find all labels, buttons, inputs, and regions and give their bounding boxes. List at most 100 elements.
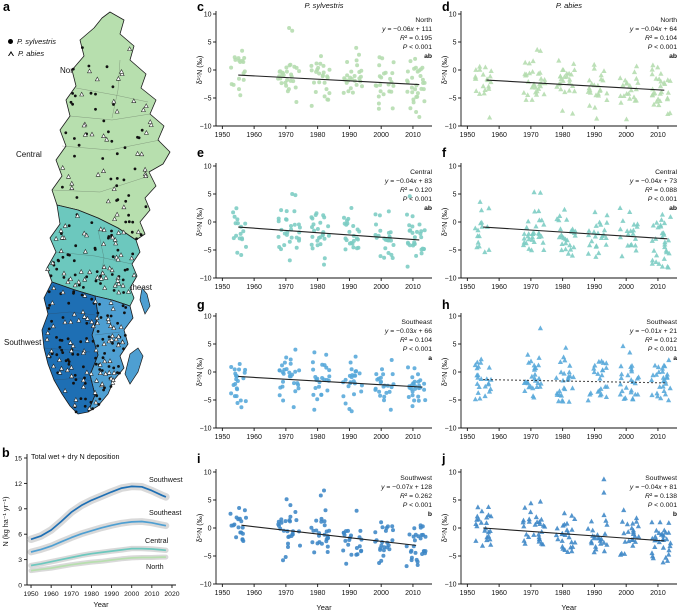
scatter-points-g: [229, 347, 428, 414]
svg-text:−10: −10: [445, 581, 457, 588]
island-1: [124, 347, 144, 385]
svg-text:12: 12: [14, 481, 22, 488]
svg-text:2000: 2000: [373, 132, 389, 139]
svg-text:0: 0: [208, 67, 212, 74]
stats-block-i: Southwest y = −0.07x + 128 R² = 0.262 P < 0…: [381, 475, 432, 518]
panel-letter-c: c: [197, 0, 204, 14]
svg-text:1970: 1970: [523, 434, 539, 440]
svg-text:2010: 2010: [405, 284, 421, 290]
axes-h: [458, 313, 677, 431]
svg-text:1990: 1990: [587, 284, 603, 290]
svg-text:1980: 1980: [555, 590, 571, 597]
svg-text:1960: 1960: [44, 591, 59, 598]
svg-text:1950: 1950: [460, 132, 476, 139]
svg-text:1990: 1990: [342, 284, 358, 290]
map-label-central: Central: [16, 150, 42, 159]
svg-text:1950: 1950: [215, 590, 231, 597]
svg-text:1960: 1960: [246, 434, 262, 440]
ylabel-g: δ¹⁵N (‰): [196, 358, 204, 387]
svg-text:1970: 1970: [64, 591, 79, 598]
ylabel-h: δ¹⁵N (‰): [441, 358, 449, 387]
deposition-chart: 0 3 6 9 12 15 1950 1960 1970 1980 1990 2000 2010 2020…: [1, 454, 180, 598]
svg-text:0: 0: [208, 369, 212, 376]
svg-text:1980: 1980: [310, 132, 326, 139]
dep-line-southeast: [30, 520, 167, 553]
svg-text:2020: 2020: [164, 591, 179, 598]
svg-text:1980: 1980: [310, 284, 326, 290]
deposition-xlabel: Year: [93, 600, 109, 609]
svg-text:10: 10: [449, 469, 457, 476]
filled-circle-icon: [8, 39, 13, 44]
svg-text:5: 5: [453, 39, 457, 46]
svg-text:1990: 1990: [342, 590, 358, 597]
column-title-abies: P. abies: [555, 1, 583, 10]
series-label-southwest: Southwest: [149, 475, 183, 484]
svg-text:2010: 2010: [405, 132, 421, 139]
svg-text:5: 5: [208, 341, 212, 348]
svg-text:1950: 1950: [215, 284, 231, 290]
svg-text:1960: 1960: [491, 434, 507, 440]
scatter-panel-i: −10 −5 0 5 10 1950 1960 1970 1980 1990 2000 2010 δ¹⁵…: [196, 469, 432, 612]
regression-line-e: [238, 226, 420, 241]
svg-text:−5: −5: [449, 247, 457, 254]
svg-text:2000: 2000: [124, 591, 139, 598]
svg-text:2000: 2000: [373, 590, 389, 597]
regression-line-g: [238, 375, 423, 388]
scatter-panel-j: −10 −5 0 5 10 1950 1960 1970 1980 1990 2000 2010 δ¹⁵…: [441, 469, 677, 612]
svg-text:10: 10: [449, 163, 457, 170]
axes-i: [213, 469, 432, 587]
svg-text:1990: 1990: [587, 590, 603, 597]
svg-text:−5: −5: [204, 247, 212, 254]
region-southwest: [41, 281, 99, 415]
svg-text:2000: 2000: [373, 284, 389, 290]
svg-text:1980: 1980: [555, 132, 571, 139]
svg-text:0: 0: [18, 582, 22, 589]
island-0: [139, 287, 151, 315]
panel-letter-h: h: [442, 298, 450, 312]
svg-text:1980: 1980: [555, 434, 571, 440]
stats-block-e: Central y = −0.04x + 83 R² = 0.120 P < 0.00…: [384, 169, 432, 212]
regression-line-d: [486, 79, 665, 91]
stats-block-d: North y = −0.04x + 64 R² = 0.104 P < 0.001 a…: [629, 17, 677, 60]
svg-text:0: 0: [453, 219, 457, 226]
svg-text:2000: 2000: [618, 284, 634, 290]
svg-text:−10: −10: [200, 275, 212, 282]
axes-e: [213, 163, 432, 281]
dep-axes: [24, 454, 176, 588]
dep-ylabel: N (kg ha⁻¹ yr⁻¹): [1, 497, 10, 547]
scatter-points-f: [472, 189, 674, 270]
svg-text:1970: 1970: [278, 284, 294, 290]
svg-text:1970: 1970: [523, 132, 539, 139]
svg-text:−5: −5: [204, 95, 212, 102]
svg-text:−5: −5: [449, 95, 457, 102]
axes-f: [458, 163, 677, 281]
svg-text:1950: 1950: [215, 132, 231, 139]
svg-text:1950: 1950: [460, 284, 476, 290]
axes-j: [458, 469, 677, 587]
xlabel-j: Year: [561, 603, 577, 612]
svg-text:1990: 1990: [342, 132, 358, 139]
svg-text:1960: 1960: [491, 284, 507, 290]
svg-text:1960: 1960: [491, 590, 507, 597]
panel-letter-b: b: [2, 446, 10, 460]
svg-text:2010: 2010: [405, 434, 421, 440]
svg-text:3: 3: [18, 557, 22, 564]
svg-text:5: 5: [453, 497, 457, 504]
county-borders: [43, 59, 161, 383]
svg-text:1960: 1960: [246, 132, 262, 139]
scatter-points-i: [228, 488, 428, 569]
svg-text:−10: −10: [200, 425, 212, 432]
svg-text:9: 9: [18, 506, 22, 513]
svg-text:2010: 2010: [650, 590, 666, 597]
stats-block-g: Southeast y = −0.03x + 66 R² = 0.104 P < 0.…: [384, 319, 432, 362]
svg-text:1970: 1970: [278, 132, 294, 139]
svg-text:1950: 1950: [460, 590, 476, 597]
svg-text:1990: 1990: [342, 434, 358, 440]
svg-text:2000: 2000: [618, 590, 634, 597]
ylabel-f: δ¹⁵N (‰): [441, 208, 449, 237]
svg-text:0: 0: [453, 67, 457, 74]
map-label-north: North: [60, 66, 80, 75]
svg-text:2000: 2000: [373, 434, 389, 440]
series-label-central: Central: [145, 536, 169, 545]
panel-letter-i: i: [197, 452, 201, 466]
